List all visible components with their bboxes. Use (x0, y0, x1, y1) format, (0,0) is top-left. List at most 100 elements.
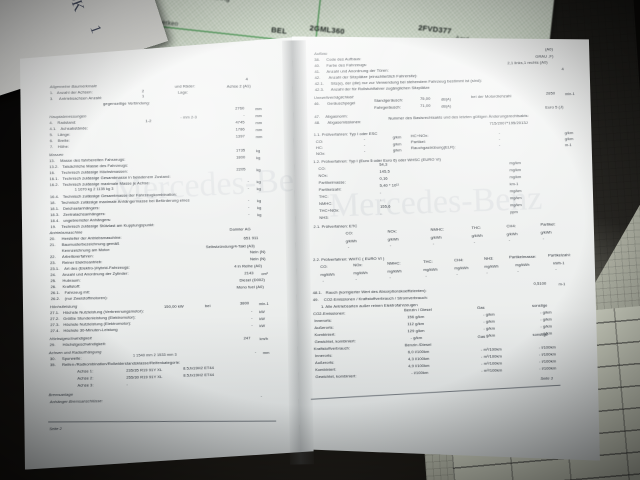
rp-r0-5: 42.3. (314, 86, 325, 93)
lp-r3-1: 21. (49, 242, 56, 248)
rp-r1-0: 46. (314, 100, 320, 107)
rp-s5-u2: mg/kWh (387, 268, 402, 274)
lp-r0-0: 1. (49, 90, 54, 96)
rp-s5-c1: NOx: (353, 262, 363, 268)
lp-r2-1-u: kg (256, 155, 261, 161)
lp-r3-8: 26. (50, 284, 57, 290)
rp-co2-r1-c1: 156 g/km (407, 313, 425, 320)
lp-r0-0-v3: 4 (245, 76, 248, 82)
rp-s5-u4: mg/kWh (454, 265, 469, 271)
rp-r0-0-label: Code des Aufbaus: (326, 56, 362, 62)
rp-s2-r2-l: NOx: (316, 150, 326, 157)
lp-r3-5-v: Nein (N) (250, 256, 266, 262)
lp-r1-4: 7. (49, 144, 54, 150)
right-page-footer-rule (311, 385, 561, 400)
left-page-footer-rule (48, 421, 276, 423)
rp-co2-r3-c3: - g/km (540, 323, 553, 329)
rp-r0-2-v: 2,1 links,1 rechts (A0) (507, 59, 548, 66)
rp-fuel-ch0: Benzin /Diesel (404, 341, 432, 348)
rp-s4-v1: - (389, 242, 392, 248)
rp-s5-c5: NH3: (484, 255, 494, 261)
rp-co2-r4-c1: - g/km (410, 335, 423, 341)
rp-s5-v4: - (456, 271, 458, 277)
rp-fuel-ch1: Gas (477, 333, 486, 339)
rp-s3-r5-l: NMHC: (318, 200, 333, 206)
rp-s5-v0: - (322, 277, 324, 283)
lp-r3-2-label: Kennzeichnung am Motor: (61, 246, 111, 253)
rp-r1-1-v1: 71,00 (420, 102, 431, 109)
lp-r1-2: 5. (49, 132, 54, 138)
lp-r6-0-v1: 1 1540 mm 2 1533 mm 3 (132, 352, 177, 358)
rp-s6-r0-no: 48.1. (312, 289, 323, 296)
lp-r2-7: 18.1. (50, 205, 60, 212)
lp-r1-1-v1: - mm 2-3 (180, 114, 197, 120)
rp-s6-r0-l: Rauch (korrigierter Wert des Absorptions… (325, 287, 427, 295)
rp-s5-c3: THC: (423, 258, 433, 264)
lp-r3-9-label: Fahrzeug mit: (64, 289, 91, 295)
rp-co2-r4-l: Gewichtet, kombiniert: (314, 338, 356, 345)
rp-s5-u0: mg/kWh (320, 271, 335, 277)
lp-r3-10-label: (nur Zweistoffmotoren): (64, 295, 108, 301)
rp-s3-r3-v: 5,40 * 10¹¹ (379, 182, 400, 188)
lp-h-abmessungen: Hauptabmessungen (49, 113, 87, 120)
lp-r1-2-v2: 4745 (235, 119, 245, 125)
lp-h-antrieb: Antriebsmaschine (49, 229, 83, 236)
rp-r1-0-v1: 75,00 (419, 95, 431, 102)
rp-s5-c2: NMHC: (387, 260, 401, 266)
rp-s5-u7: kWh-1 (553, 260, 565, 266)
lp-h-achsen: Achsen und Radaufhängung (48, 349, 102, 356)
rp-s4-u0: g/kWh (345, 238, 357, 244)
lp-h-massen: Massen (48, 151, 64, 158)
rp-s3-r5-v: - (379, 196, 382, 202)
lp-r4-1-u: min-1 (258, 300, 269, 307)
lp-r1-1-label: Achsabstände: (60, 125, 89, 131)
rp-s3-r7-l: NH3: (319, 214, 329, 220)
rp-h-aufbau: Aufbau (314, 50, 328, 57)
lp-r2-5: 16.4. (49, 193, 60, 200)
rp-s4-u4: g/kWh (506, 231, 518, 237)
rp-s2-r1-u2: g/km (564, 136, 574, 142)
rp-co2-r3-c2: - g/km (483, 325, 496, 331)
rp-s2-r0-l2: HC+NOx: (410, 132, 429, 139)
lp-r2-7-v: - (247, 197, 250, 203)
lp-r3-5: 23.1. (50, 265, 60, 272)
lp-r2-3-v: 2205 (236, 166, 246, 172)
rp-h-12: 1.2. Prüfverfahren: Typ I (Euro 5 oder E… (313, 156, 442, 165)
lp-r6-2-label: Achse 1: (77, 368, 94, 374)
green-cert-country: BEL (270, 25, 288, 36)
lp-r4-3: 27.3. (50, 321, 60, 328)
rp-r1-0-u2: min-1 (564, 91, 575, 97)
rp-s4-u2: g/kWh (430, 234, 442, 240)
lp-h-brems: Bremsanlage (48, 391, 74, 398)
lp-r1-0: 4. (49, 120, 53, 126)
rp-s4-c5: Partikel: (540, 221, 556, 227)
rp-s2-r0-u1: g/km (392, 134, 402, 140)
rp-co2-r4-c2: - g/km (483, 332, 496, 338)
rp-r0-1-v: GRAU ,F) (535, 53, 554, 59)
lp-r3-7: 25. (50, 278, 57, 284)
rp-s3-r2-u: mg/km (509, 174, 522, 180)
lp-r2-3: 16.1. (49, 175, 59, 182)
lp-r4-1-v2: bei (204, 303, 211, 309)
rp-r1-2-label: Abgasnorm: (325, 113, 348, 119)
rp-s3-r7-v: - (380, 210, 382, 216)
rp-r0-4: 42.1. (314, 80, 325, 87)
rp-s5-v2: - (389, 274, 391, 280)
rp-s3-r6-v: 155,6 (380, 203, 391, 209)
rp-s6-r1-l: CO2-Emissionen / Kraftstoffverbrauch / S… (323, 294, 428, 302)
lp-r4-1-v1: 150,00 kW (163, 303, 184, 309)
rp-fuel-r2-l: Außerorts: (315, 359, 335, 366)
rp-co2-r2-c3: - g/km (540, 316, 552, 322)
lp-r2-10: 19. (50, 224, 57, 230)
lp-r0-1-label: Antriebsachsen Anzahl: (58, 95, 103, 101)
rp-co2-ch0: Benzin / Diesel (404, 306, 432, 313)
rp-co2-r3-c1: 129 g/km (407, 327, 425, 334)
rp-s4-c4: CH4: (506, 223, 516, 229)
lp-r4-4-v: - (251, 322, 253, 328)
rp-s3-r1-u: mg/km (509, 167, 522, 173)
rp-s2-r0-u2: g/km (564, 130, 574, 136)
rp-r0-1: 40. (314, 62, 321, 69)
lp-r4-1-v3: 3800 (239, 300, 250, 306)
rp-r1-4-v: 715/2007*195/2013J (489, 119, 528, 126)
